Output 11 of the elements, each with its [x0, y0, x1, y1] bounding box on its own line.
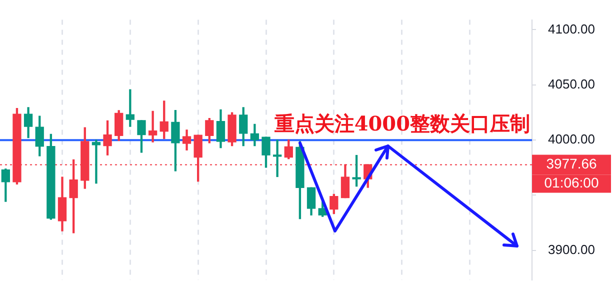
candlestick — [272, 140, 282, 178]
candlestick — [126, 89, 134, 127]
text: 01:06:00 — [544, 174, 599, 191]
candlestick — [92, 140, 101, 184]
ref-line-label: 3977.66 — [546, 156, 598, 172]
y-tick-label: 4000.00 — [548, 132, 595, 147]
annotation: 重点关注4000整数关口压制 — [273, 111, 530, 136]
y-tick-label: 4050.00 — [548, 76, 595, 92]
y-tick-label: 4100.00 — [548, 21, 595, 36]
y-tick-label: 3900.00 — [548, 242, 595, 257]
candlestick — [148, 110, 158, 142]
